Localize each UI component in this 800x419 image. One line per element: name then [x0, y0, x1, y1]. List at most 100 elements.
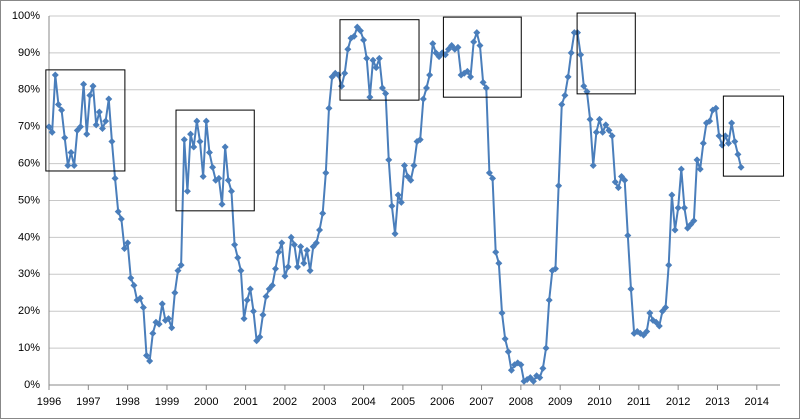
- point-marker: [268, 281, 276, 289]
- point-marker: [316, 226, 324, 234]
- point-marker: [693, 156, 701, 164]
- point-marker: [561, 91, 569, 99]
- point-marker: [454, 43, 462, 51]
- point-marker: [422, 84, 430, 92]
- point-marker: [388, 202, 396, 210]
- point-marker: [234, 254, 242, 262]
- point-marker: [231, 241, 239, 249]
- point-marker: [177, 261, 185, 269]
- point-marker: [325, 104, 333, 112]
- point-marker: [608, 132, 616, 140]
- point-marker: [517, 361, 525, 369]
- point-marker: [114, 208, 122, 216]
- highlight-box: [45, 69, 126, 172]
- point-marker: [410, 161, 418, 169]
- point-marker: [476, 42, 484, 50]
- point-marker: [551, 265, 559, 273]
- point-marker: [567, 49, 575, 57]
- point-marker: [139, 304, 147, 312]
- point-marker: [602, 121, 610, 129]
- point-marker: [67, 149, 75, 157]
- point-marker: [215, 174, 223, 182]
- point-marker: [397, 198, 405, 206]
- point-marker: [360, 36, 368, 44]
- point-marker: [482, 84, 490, 92]
- point-marker: [127, 274, 135, 282]
- point-marker: [655, 322, 663, 330]
- point-marker: [221, 143, 229, 151]
- point-marker: [48, 128, 56, 136]
- point-marker: [322, 169, 330, 177]
- point-marker: [51, 71, 59, 79]
- point-marker: [485, 169, 493, 177]
- point-marker: [592, 128, 600, 136]
- point-marker: [180, 136, 188, 144]
- point-marker: [539, 364, 547, 372]
- x-tick-label: 2007: [469, 396, 493, 408]
- point-marker: [196, 137, 204, 145]
- point-marker: [558, 101, 566, 109]
- point-marker: [555, 182, 563, 190]
- point-marker: [246, 285, 254, 293]
- point-marker: [86, 91, 94, 99]
- point-marker: [504, 348, 512, 356]
- x-tick-label: 2008: [509, 396, 533, 408]
- x-tick-label: 1997: [76, 396, 100, 408]
- point-marker: [70, 161, 78, 169]
- point-marker: [378, 84, 386, 92]
- point-marker: [350, 32, 358, 40]
- point-marker: [363, 54, 371, 62]
- point-marker: [303, 246, 311, 254]
- point-marker: [624, 232, 632, 240]
- point-marker: [271, 265, 279, 273]
- point-marker: [614, 184, 622, 192]
- y-tick-label: 40%: [18, 231, 40, 243]
- point-marker: [394, 191, 402, 199]
- y-tick-label: 100%: [12, 10, 40, 22]
- highlight-box: [339, 19, 420, 101]
- point-marker: [306, 267, 314, 275]
- point-marker: [564, 73, 572, 81]
- point-marker: [429, 40, 437, 48]
- point-marker: [463, 67, 471, 75]
- point-marker: [507, 366, 515, 374]
- x-tick-label: 2005: [391, 396, 415, 408]
- point-marker: [407, 176, 415, 184]
- point-marker: [92, 121, 100, 129]
- point-marker: [111, 174, 119, 182]
- point-marker: [577, 51, 585, 59]
- x-tick-label: 2002: [273, 396, 297, 408]
- point-marker: [319, 209, 327, 217]
- y-tick-label: 70%: [18, 121, 40, 133]
- y-tick-label: 0%: [24, 379, 40, 391]
- point-marker: [492, 248, 500, 256]
- point-marker: [596, 115, 604, 123]
- point-marker: [136, 294, 144, 302]
- point-marker: [674, 204, 682, 212]
- point-marker: [665, 261, 673, 269]
- x-tick-label: 2001: [233, 396, 257, 408]
- point-marker: [171, 289, 179, 297]
- y-tick-label: 30%: [18, 268, 40, 280]
- x-tick-label: 2012: [666, 396, 690, 408]
- x-tick-label: 1999: [155, 396, 179, 408]
- x-tick-label: 1998: [115, 396, 139, 408]
- point-marker: [690, 217, 698, 225]
- point-marker: [627, 285, 635, 293]
- point-marker: [243, 296, 251, 304]
- point-marker: [300, 259, 308, 267]
- y-tick-label: 50%: [18, 194, 40, 206]
- point-marker: [294, 263, 302, 271]
- point-marker: [209, 163, 217, 171]
- point-marker: [545, 296, 553, 304]
- point-marker: [734, 150, 742, 158]
- point-marker: [341, 69, 349, 77]
- point-marker: [605, 126, 613, 134]
- point-marker: [646, 309, 654, 317]
- point-marker: [89, 82, 97, 90]
- point-marker: [344, 45, 352, 53]
- point-marker: [369, 56, 377, 64]
- highlight-box: [442, 16, 522, 98]
